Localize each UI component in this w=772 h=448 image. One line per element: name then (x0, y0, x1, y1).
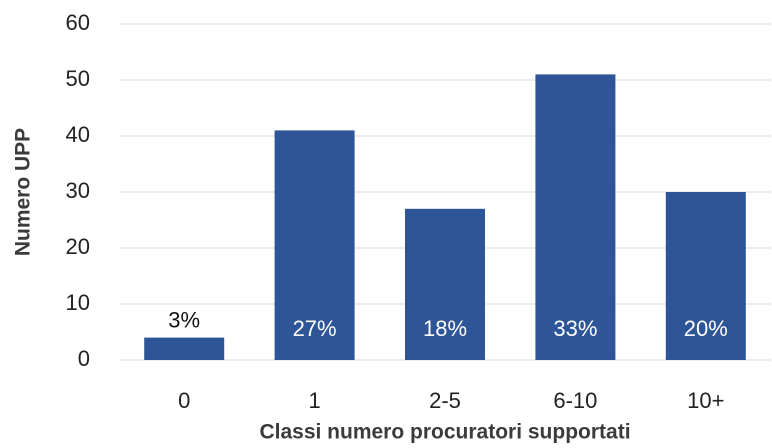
y-tick-label: 0 (78, 346, 90, 371)
x-tick-label: 6-10 (553, 388, 597, 413)
x-tick-label: 1 (308, 388, 320, 413)
bar (144, 337, 225, 360)
y-tick-label: 20 (66, 234, 90, 259)
bar-annotation: 20% (684, 316, 728, 341)
y-tick-label: 60 (66, 10, 90, 35)
bar (665, 192, 746, 360)
bar (535, 74, 616, 361)
x-axis-title: Classi numero procuratori supportati (259, 421, 630, 444)
x-tick-label: 10+ (687, 388, 724, 413)
y-tick-label: 40 (66, 122, 90, 147)
bar-annotation: 3% (168, 307, 200, 332)
x-tick-label: 0 (178, 388, 190, 413)
bar-annotation: 27% (293, 316, 337, 341)
y-tick-label: 10 (66, 290, 90, 315)
bar (274, 130, 355, 360)
y-tick-label: 50 (66, 66, 90, 91)
y-tick-label: 30 (66, 178, 90, 203)
y-axis-title: Numero UPP (12, 128, 35, 256)
bar (405, 208, 485, 360)
bar-annotation: 18% (423, 316, 467, 341)
x-tick-label: 2-5 (429, 388, 461, 413)
bar-annotation: 33% (553, 316, 597, 341)
